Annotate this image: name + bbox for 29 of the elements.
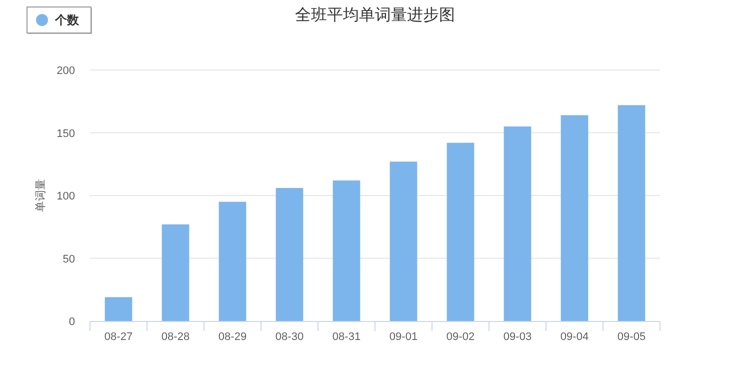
y-tick-label: 200: [56, 65, 75, 77]
x-tick-label: 09-04: [560, 331, 589, 343]
bar: [504, 126, 532, 321]
bar: [446, 142, 474, 321]
x-tick-label: 08-31: [332, 331, 361, 343]
y-tick-label: 100: [56, 190, 75, 202]
bar: [276, 188, 304, 321]
y-tick-label: 150: [56, 128, 75, 140]
x-tick-label: 09-01: [389, 331, 418, 343]
x-tick-label: 08-30: [275, 331, 304, 343]
x-tick-label: 08-28: [161, 331, 190, 343]
bar: [332, 180, 360, 321]
legend: 个数: [26, 6, 92, 34]
x-tick-label: 08-27: [104, 331, 133, 343]
bar: [390, 162, 418, 321]
y-tick-label: 50: [62, 253, 75, 266]
bar: [162, 224, 190, 321]
legend-label: 个数: [54, 13, 80, 27]
y-tick-label: 0: [68, 316, 75, 328]
bar: [104, 297, 132, 321]
y-axis-title: 单词量: [34, 179, 47, 212]
bar: [218, 202, 246, 321]
x-tick-label: 08-29: [218, 331, 247, 343]
bar: [618, 105, 646, 321]
x-tick-label: 09-03: [503, 331, 532, 343]
x-tick-label: 09-02: [446, 331, 475, 343]
bar: [560, 115, 588, 321]
chart-title: 全班平均单词量进步图: [295, 6, 455, 24]
x-tick-label: 09-05: [617, 331, 646, 343]
